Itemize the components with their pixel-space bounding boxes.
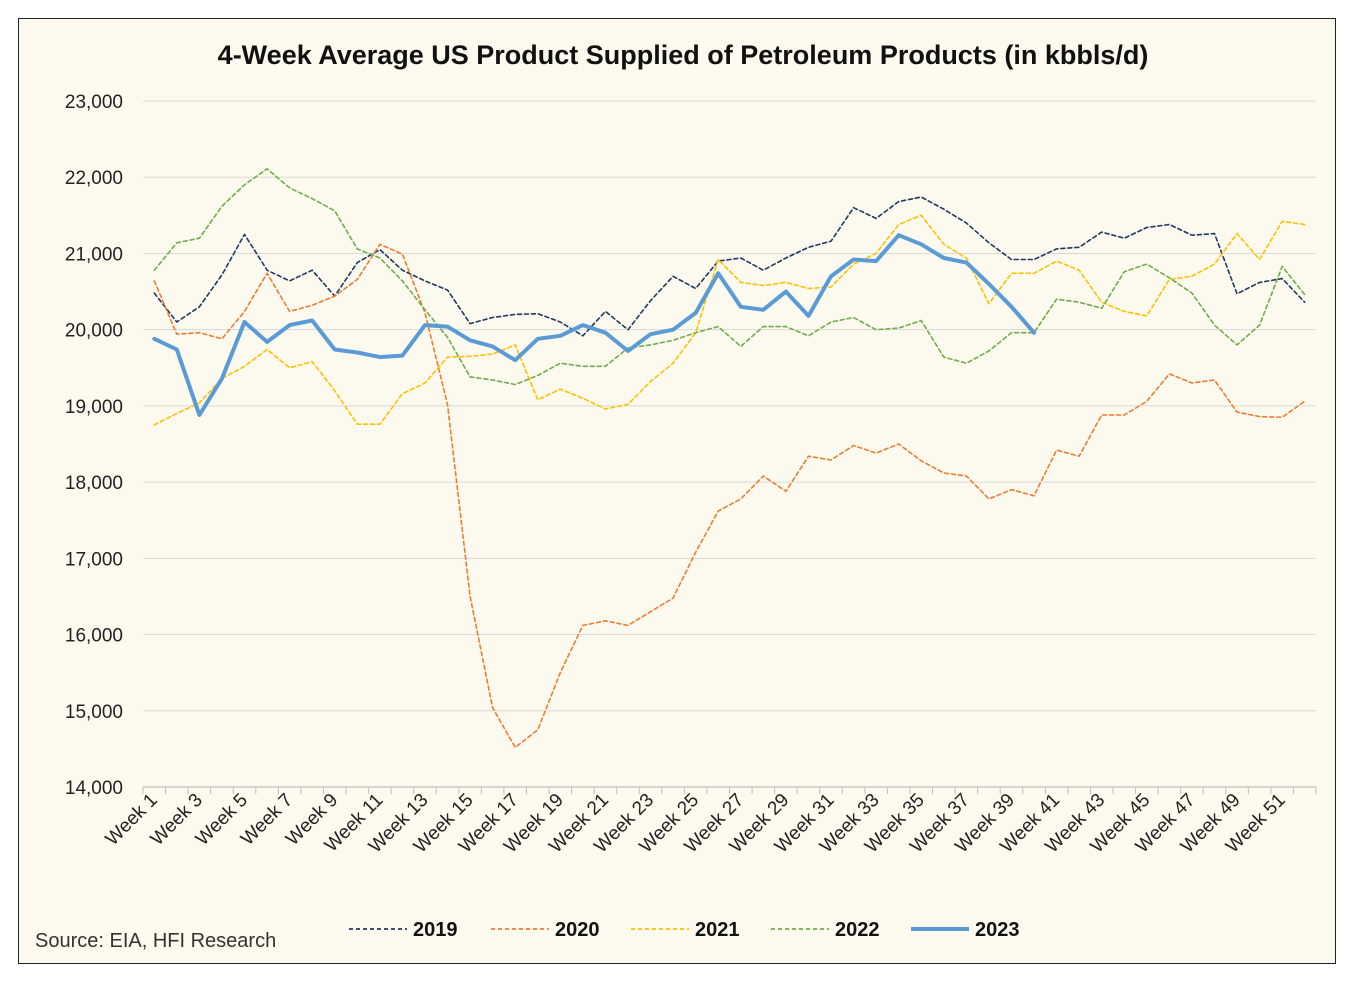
series-line-2022 xyxy=(153,168,1306,386)
series-line-2023 xyxy=(152,233,1036,417)
chart-title: 4-Week Average US Product Supplied of Pe… xyxy=(218,40,1149,70)
legend-label-2023: 2023 xyxy=(975,919,1020,941)
legend-label-2022: 2022 xyxy=(835,919,880,941)
series-line-2020 xyxy=(153,243,1306,749)
y-tick-label: 19,000 xyxy=(65,397,123,418)
y-tick-label: 17,000 xyxy=(65,549,123,570)
series-line-2019 xyxy=(153,196,1306,337)
legend-label-2021: 2021 xyxy=(695,919,740,941)
y-tick-label: 18,000 xyxy=(65,473,123,494)
y-tick-label: 20,000 xyxy=(65,321,123,342)
chart-frame: 4-Week Average US Product Supplied of Pe… xyxy=(18,18,1336,964)
source-note: Source: EIA, HFI Research xyxy=(35,930,276,952)
line-chart: 4-Week Average US Product Supplied of Pe… xyxy=(35,40,1317,952)
y-axis: 14,000 15,000 16,000 17,000 18,000 19,000 20,0… xyxy=(65,92,123,799)
series-lines xyxy=(152,168,1306,749)
legend-label-2020: 2020 xyxy=(555,919,600,941)
legend: 2019 2020 2021 2022 2023 xyxy=(349,919,1020,941)
y-tick-label: 14,000 xyxy=(65,778,123,799)
y-tick-label: 21,000 xyxy=(65,244,123,265)
gridlines xyxy=(143,100,1316,712)
y-tick-label: 23,000 xyxy=(65,92,123,113)
legend-label-2019: 2019 xyxy=(413,919,458,941)
series-line-2021 xyxy=(153,214,1306,426)
y-tick-label: 22,000 xyxy=(65,168,123,189)
y-tick-label: 15,000 xyxy=(65,702,123,723)
y-tick-label: 16,000 xyxy=(65,626,123,647)
